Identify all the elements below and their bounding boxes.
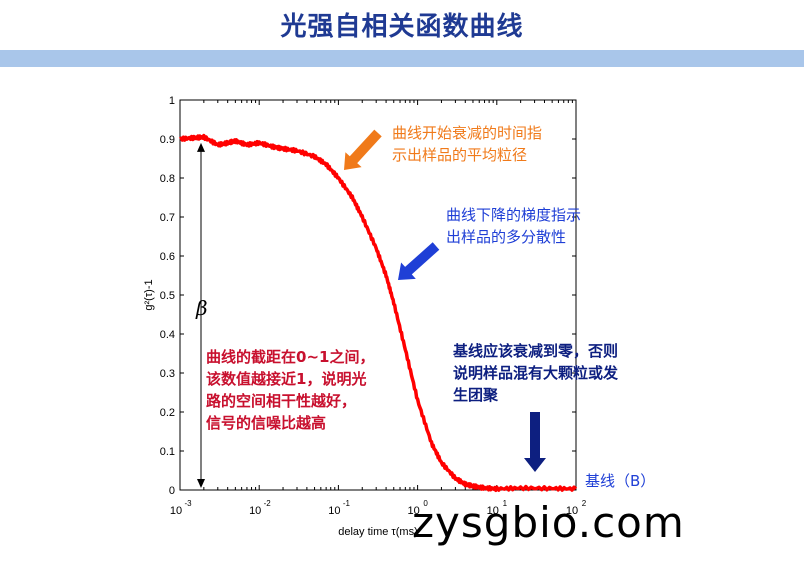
x-tick-label: 10 — [328, 505, 340, 517]
y-tick-label: 0.3 — [160, 368, 175, 380]
beta-label: β — [195, 296, 208, 320]
y-tick-label: 0.1 — [160, 446, 175, 458]
y-tick-label: 0 — [169, 485, 175, 497]
annotation-intercept-line: 信号的信噪比越高 — [206, 414, 326, 432]
navy-down-arrow — [524, 412, 546, 472]
acf-curve — [179, 133, 578, 493]
x-tick-label: 10 — [249, 505, 261, 517]
x-tick-label: 10 — [407, 505, 419, 517]
y-tick-label: 0.6 — [160, 251, 175, 263]
annotation-intercept-line: 该数值越接近1，说明光 — [206, 370, 366, 388]
orange-arrow — [344, 129, 382, 170]
x-tick-label: 10 — [566, 505, 578, 517]
annotation-baseline-note-line: 基线应该衰减到零，否则 — [452, 342, 618, 360]
x-tick-label: 10 — [487, 505, 499, 517]
beta-arrow-head-bottom — [197, 479, 205, 489]
annotation-polydispersity-line: 出样品的多分散性 — [446, 228, 566, 246]
annotation-intercept-line: 曲线的截距在0~1之间， — [206, 348, 374, 366]
annotation-baseline-note-line: 生团聚 — [453, 386, 499, 404]
blue-arrow — [398, 242, 440, 280]
y-tick-label: 0.2 — [160, 407, 175, 419]
x-tick-exponent: -1 — [343, 499, 351, 508]
annotation-baseline-label-line: 基线（B） — [585, 472, 655, 490]
x-tick-exponent: 1 — [503, 499, 508, 508]
x-tick-exponent: 2 — [582, 499, 587, 508]
x-tick-label: 10 — [170, 505, 182, 517]
x-axis-label: delay time τ(ms) — [338, 526, 418, 538]
annotation-baseline-note-line: 说明样品混有大颗粒或发 — [453, 364, 619, 382]
annotation-mean-size-line: 示出样品的平均粒径 — [392, 146, 527, 164]
y-tick-label: 0.4 — [160, 329, 175, 341]
y-tick-label: 0.9 — [160, 134, 175, 146]
x-tick-exponent: 0 — [423, 499, 428, 508]
annotation-polydispersity-line: 曲线下降的梯度指示 — [446, 206, 581, 224]
x-tick-exponent: -2 — [264, 499, 272, 508]
y-tick-label: 0.5 — [160, 290, 175, 302]
y-tick-label: 0.7 — [160, 212, 175, 224]
x-tick-exponent: -3 — [184, 499, 192, 508]
curve-layer — [179, 133, 578, 493]
watermark: zysgbio.com — [412, 498, 685, 547]
y-tick-label: 1 — [169, 95, 175, 107]
y-axis-label: g²(τ)-1 — [143, 279, 155, 310]
y-tick-label: 0.8 — [160, 173, 175, 185]
annotation-layer: β — [195, 129, 546, 489]
slide-title: 光强自相关函数曲线 — [280, 12, 524, 42]
title-bar — [0, 50, 804, 67]
annotation-mean-size-line: 曲线开始衰减的时间指 — [392, 124, 542, 142]
annotation-text-layer: 曲线开始衰减的时间指示出样品的平均粒径曲线下降的梯度指示出样品的多分散性基线应该… — [206, 124, 655, 490]
beta-arrow-head-top — [197, 142, 205, 152]
annotation-intercept-line: 路的空间相干性越好， — [206, 392, 356, 410]
